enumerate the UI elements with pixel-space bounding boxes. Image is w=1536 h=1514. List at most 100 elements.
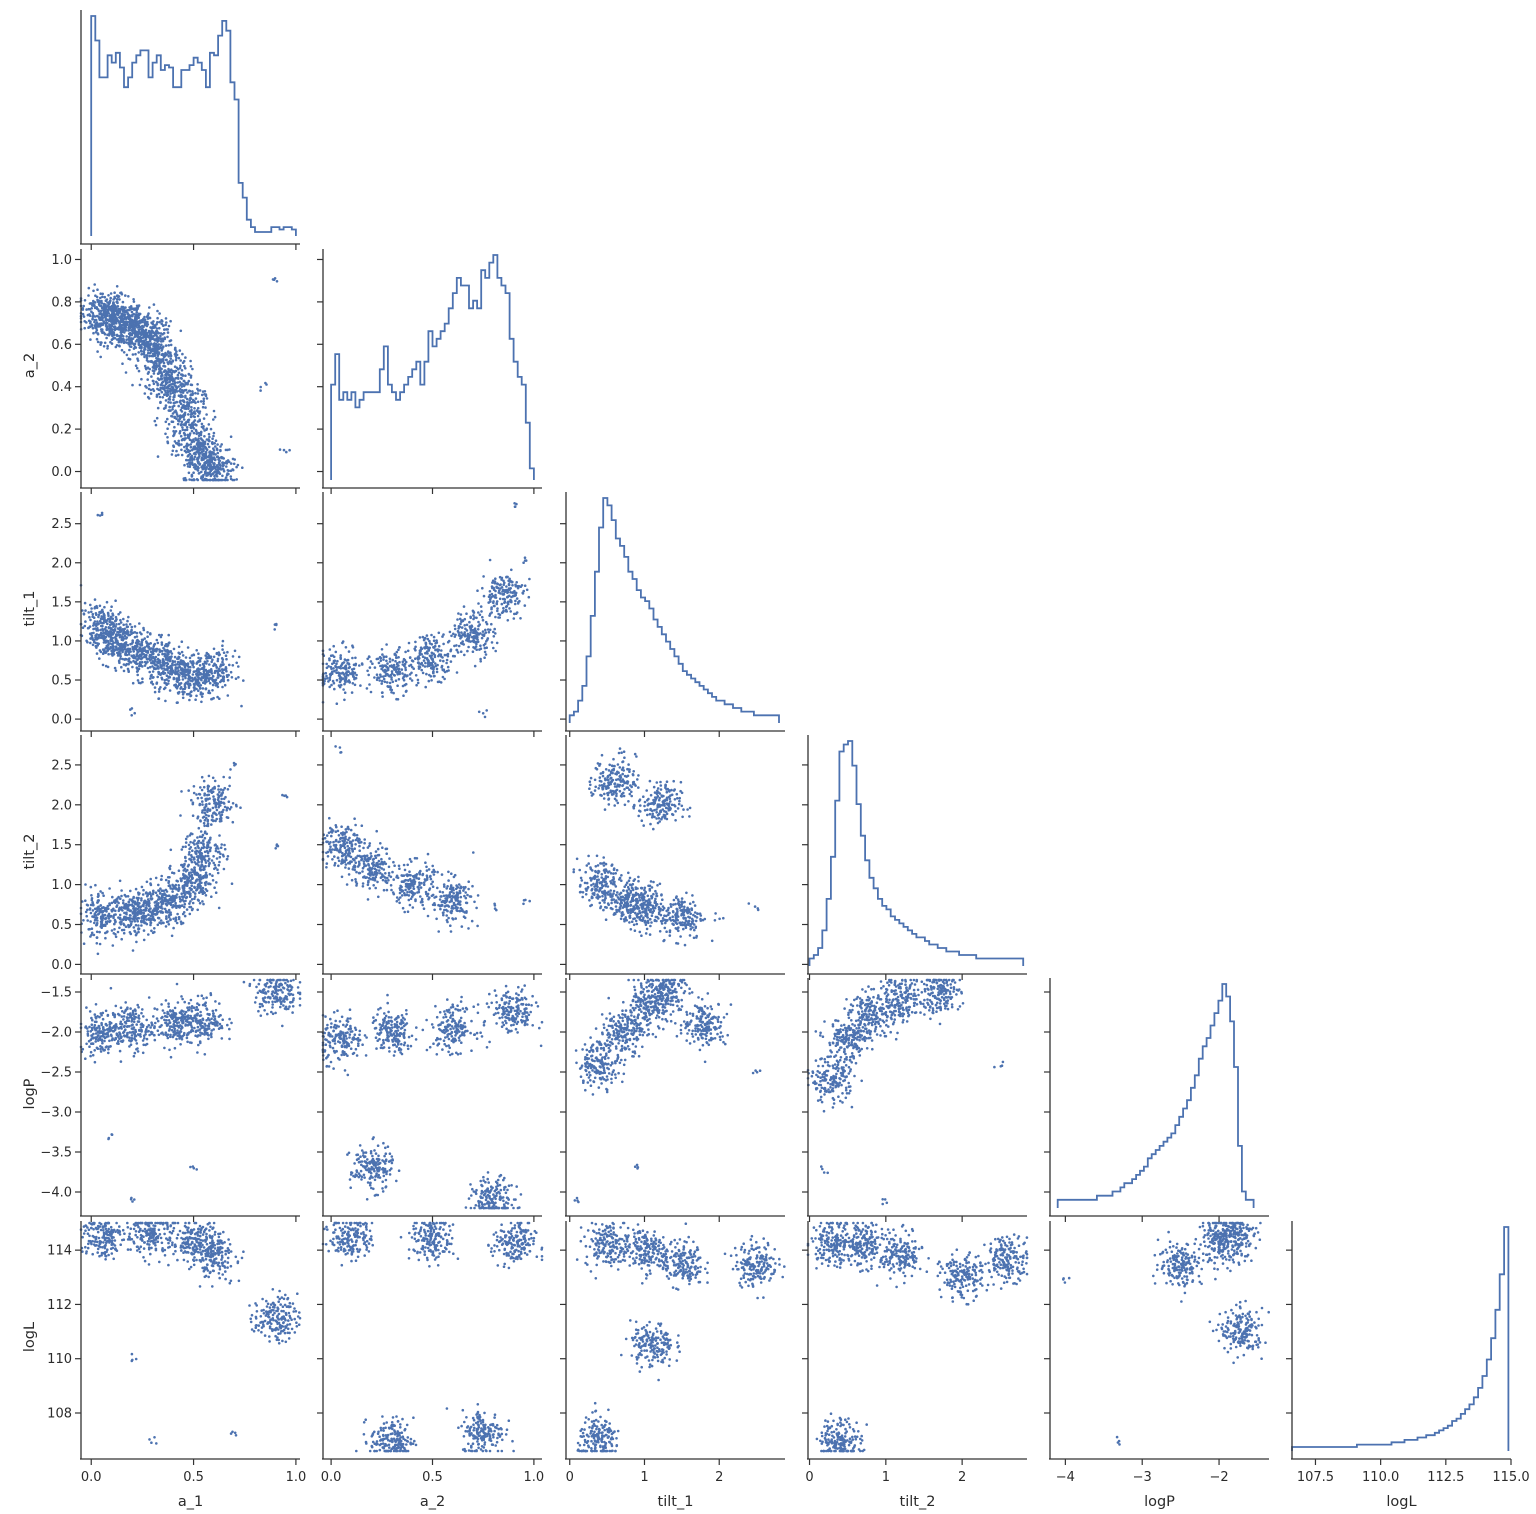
scatter-point [172,434,175,438]
scatter-point [455,671,459,674]
scatter-point [116,319,120,322]
scatter-point [164,351,167,355]
scatter-point [121,657,124,661]
scatter-point [181,675,184,678]
scatter-point [143,899,146,903]
scatter-point [388,657,392,661]
scatter-point [207,670,211,674]
scatter-point [193,407,196,410]
scatter-point [500,586,504,589]
scatter-point [180,389,184,392]
scatter-point [175,390,179,393]
scatter-point [437,631,441,635]
scatter-point [124,925,128,928]
scatter-point [135,631,139,635]
scatter-point [141,904,145,907]
scatter-point [155,323,158,326]
scatter-point [191,367,194,371]
scatter-point [99,292,102,296]
scatter-point [203,461,206,465]
scatter-point [95,930,99,934]
scatter-point [173,347,177,351]
scatter-point [145,333,149,337]
scatter-point [156,383,159,387]
scatter-point [460,631,463,634]
scatter-point [189,694,192,698]
scatter-point [201,900,204,903]
scatter-point [84,609,87,612]
scatter-point [96,513,100,517]
scatter-point [120,665,123,669]
scatter-point [158,312,161,315]
scatter-point [91,643,95,647]
scatter-point [492,646,495,650]
scatter-point [324,671,328,675]
scatter-point [125,341,128,344]
scatter-point [509,610,512,613]
scatter-point [201,687,205,690]
scatter-point [378,679,382,682]
scatter-point [169,319,172,323]
scatter-point [200,476,203,480]
scatter-point [96,288,99,292]
scatter-point [90,927,94,930]
scatter-point [418,636,422,639]
scatter-point [423,636,427,640]
scatter-point [208,681,212,685]
scatter-point [219,468,223,471]
scatter-point [175,449,178,453]
scatter-point [205,680,208,684]
scatter-point [131,329,134,333]
scatter-point [513,612,516,616]
scatter-point [367,655,371,658]
scatter-point [162,324,165,327]
scatter-point [184,394,187,398]
scatter-point [204,454,208,457]
scatter-point [164,643,168,646]
scatter-point [523,556,527,559]
scatter-point [525,588,529,592]
scatter-point [145,640,148,643]
scatter-point [91,317,94,321]
scatter-point [99,610,103,613]
scatter-point [183,428,187,432]
scatter-point [513,591,517,595]
scatter-point [458,633,461,637]
scatter-point [164,878,168,882]
scatter-point [168,689,172,692]
scatter-point [515,502,518,506]
scatter-point [188,478,191,481]
scatter-point [210,451,214,455]
scatter-point [179,671,182,675]
scatter-point [398,646,401,649]
scatter-point [221,639,225,643]
scatter-point [346,674,350,677]
scatter-point [163,328,166,331]
scatter-point [171,415,174,418]
scatter-point [100,511,104,515]
scatter-point [190,411,193,415]
scatter-point [89,618,92,622]
scatter-point [109,616,112,620]
scatter-point [142,888,145,892]
scatter-point [154,423,158,427]
scatter-point [167,894,170,898]
scatter-point [401,660,405,663]
scatter-point [198,412,201,415]
scatter-point [111,321,114,325]
scatter-point [465,623,469,627]
scatter-point [124,895,128,898]
scatter-point [516,602,520,605]
scatter-point [494,589,497,593]
scatter-point [150,929,153,933]
scatter-point [212,664,215,667]
scatter-point [177,669,180,672]
scatter-point [156,923,160,927]
scatter-point [114,935,118,939]
scatter-point [143,318,147,322]
scatter-point [226,694,230,697]
scatter-point [105,619,109,622]
scatter-point [188,389,191,393]
scatter-point [93,918,97,922]
scatter-point [112,907,115,911]
